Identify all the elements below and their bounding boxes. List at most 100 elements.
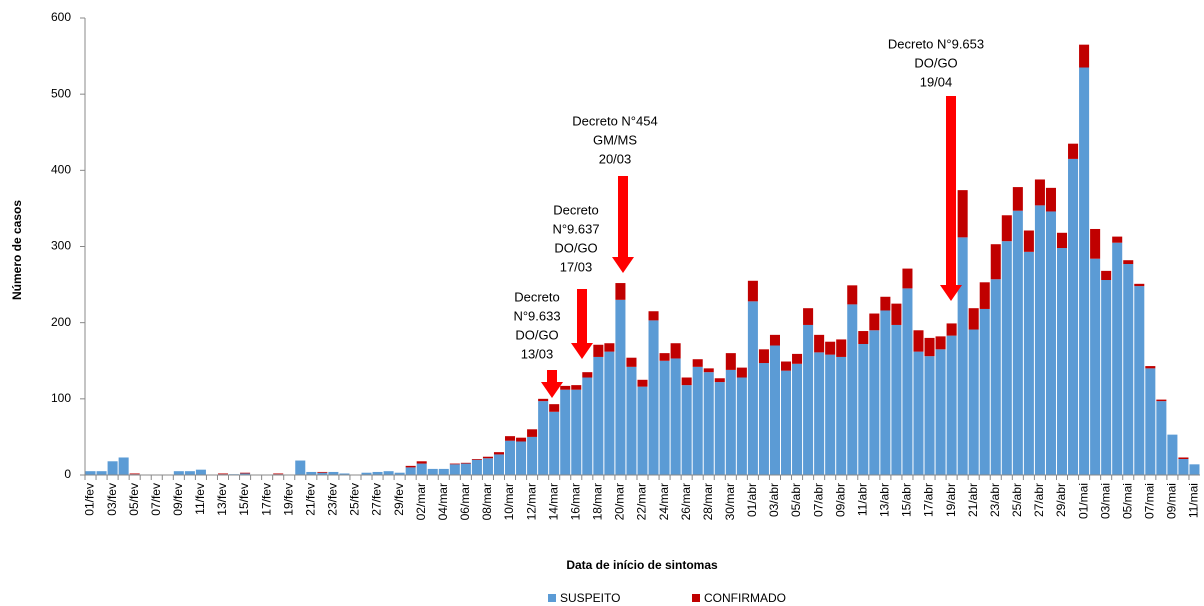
bar-segment [1134, 286, 1145, 475]
x-tick-label: 08/mar [480, 483, 494, 520]
bar-segment [471, 459, 482, 475]
bar-segment [648, 320, 659, 475]
x-tick-label: 18/mar [591, 483, 605, 520]
bar-segment [1101, 270, 1112, 281]
bar-segment [891, 324, 902, 475]
x-tick-label: 04/mar [436, 483, 450, 520]
x-tick-label: 30/mar [723, 483, 737, 520]
x-tick-label: 13/fev [215, 483, 229, 516]
x-tick-label: 03/fev [105, 483, 119, 516]
x-tick-label: 26/mar [679, 483, 693, 520]
bar-segment [328, 471, 339, 475]
bar-segment [681, 377, 692, 386]
bar-segment [604, 351, 615, 475]
bar-segment [527, 436, 538, 475]
bar-segment [648, 311, 659, 321]
bar-segment [195, 469, 206, 475]
legend-label: SUSPEITO [560, 591, 620, 605]
annotation-text: GM/MS [593, 132, 637, 147]
x-tick-label: 28/mar [701, 483, 715, 520]
bar-segment [1156, 399, 1167, 402]
bar-segment [449, 463, 460, 465]
x-tick-label: 03/abr [767, 483, 781, 517]
bar-segment [769, 334, 780, 346]
annotation-text: Decreto [553, 202, 599, 217]
bar-segment [902, 268, 913, 289]
bar-segment [725, 353, 736, 370]
bar-segment [571, 385, 582, 390]
bar-segment [692, 359, 703, 367]
bar-segment [769, 345, 780, 475]
x-tick-label: 11/abr [855, 483, 869, 516]
x-tick-label: 21/fev [303, 483, 317, 516]
bar-segment [880, 310, 891, 475]
annotation-text: 20/03 [599, 151, 632, 166]
bar-segment [1178, 457, 1189, 460]
x-tick-label: 17/abr [922, 483, 936, 517]
x-axis-title: Data de início de sintomas [566, 558, 718, 572]
x-tick-label: 16/mar [568, 483, 582, 520]
bar-segment [1167, 434, 1178, 475]
bar-segment [814, 352, 825, 475]
bar-segment [1045, 187, 1056, 212]
bar-segment [372, 471, 383, 475]
bar-segment [703, 372, 714, 475]
x-tick-label: 09/mai [1165, 483, 1179, 519]
bar-segment [968, 329, 979, 475]
x-tick-label: 22/mar [635, 483, 649, 520]
bar-segment [935, 349, 946, 475]
annotation-text: 13/03 [521, 346, 554, 361]
bar-segment [549, 411, 560, 475]
bar-segment [107, 461, 118, 475]
bar-segment [780, 370, 792, 475]
bar-segment [990, 279, 1001, 475]
bar-segment [1112, 236, 1123, 243]
bar-segment [416, 461, 427, 464]
x-tick-label: 06/mar [458, 483, 472, 520]
bar-segment [902, 288, 913, 475]
x-tick-label: 14/mar [546, 483, 560, 520]
bar-segment [659, 360, 670, 475]
bar-segment [217, 473, 229, 475]
x-tick-label: 24/mar [657, 483, 671, 520]
x-tick-label: 19/abr [944, 483, 958, 517]
bar-segment [394, 472, 405, 475]
bar-segment [516, 441, 527, 475]
x-tick-label: 15/fev [237, 483, 251, 516]
annotation-text: 17/03 [560, 259, 593, 274]
bar-segment [803, 324, 814, 475]
bar-segment [847, 304, 858, 475]
bar-segment [361, 472, 372, 475]
x-tick-label: 05/abr [789, 483, 803, 517]
bar-segment [560, 385, 571, 390]
bar-segment [825, 341, 836, 355]
bar-segment [549, 404, 560, 412]
bar-segment [979, 282, 990, 309]
bar-segment [1189, 464, 1200, 475]
bar-segment [780, 361, 792, 371]
bar-segment [803, 308, 814, 325]
y-tick-label: 200 [51, 315, 71, 329]
bar-segment [1056, 232, 1068, 249]
annotation-arrow [571, 289, 593, 359]
bar-segment [946, 335, 957, 475]
bar-segment [858, 343, 869, 475]
x-tick-label: 23/fev [326, 483, 340, 516]
bar-segment [637, 379, 648, 387]
bar-segment [847, 285, 858, 305]
bar-segment [449, 464, 460, 475]
bar-segment [582, 377, 593, 475]
annotation-text: Decreto [514, 289, 560, 304]
x-tick-label: 23/abr [988, 483, 1002, 517]
bar-segment [482, 456, 493, 459]
bar-segment [946, 323, 957, 336]
bar-segment [1079, 67, 1090, 475]
bar-segment [1045, 211, 1056, 476]
bar-segment [1001, 241, 1012, 475]
bar-segment [747, 280, 758, 302]
legend-swatch [692, 594, 700, 602]
bar-segment [538, 401, 549, 475]
bar-segment [626, 357, 637, 367]
bar-segment [747, 301, 758, 475]
x-tick-label: 17/fev [259, 483, 273, 516]
